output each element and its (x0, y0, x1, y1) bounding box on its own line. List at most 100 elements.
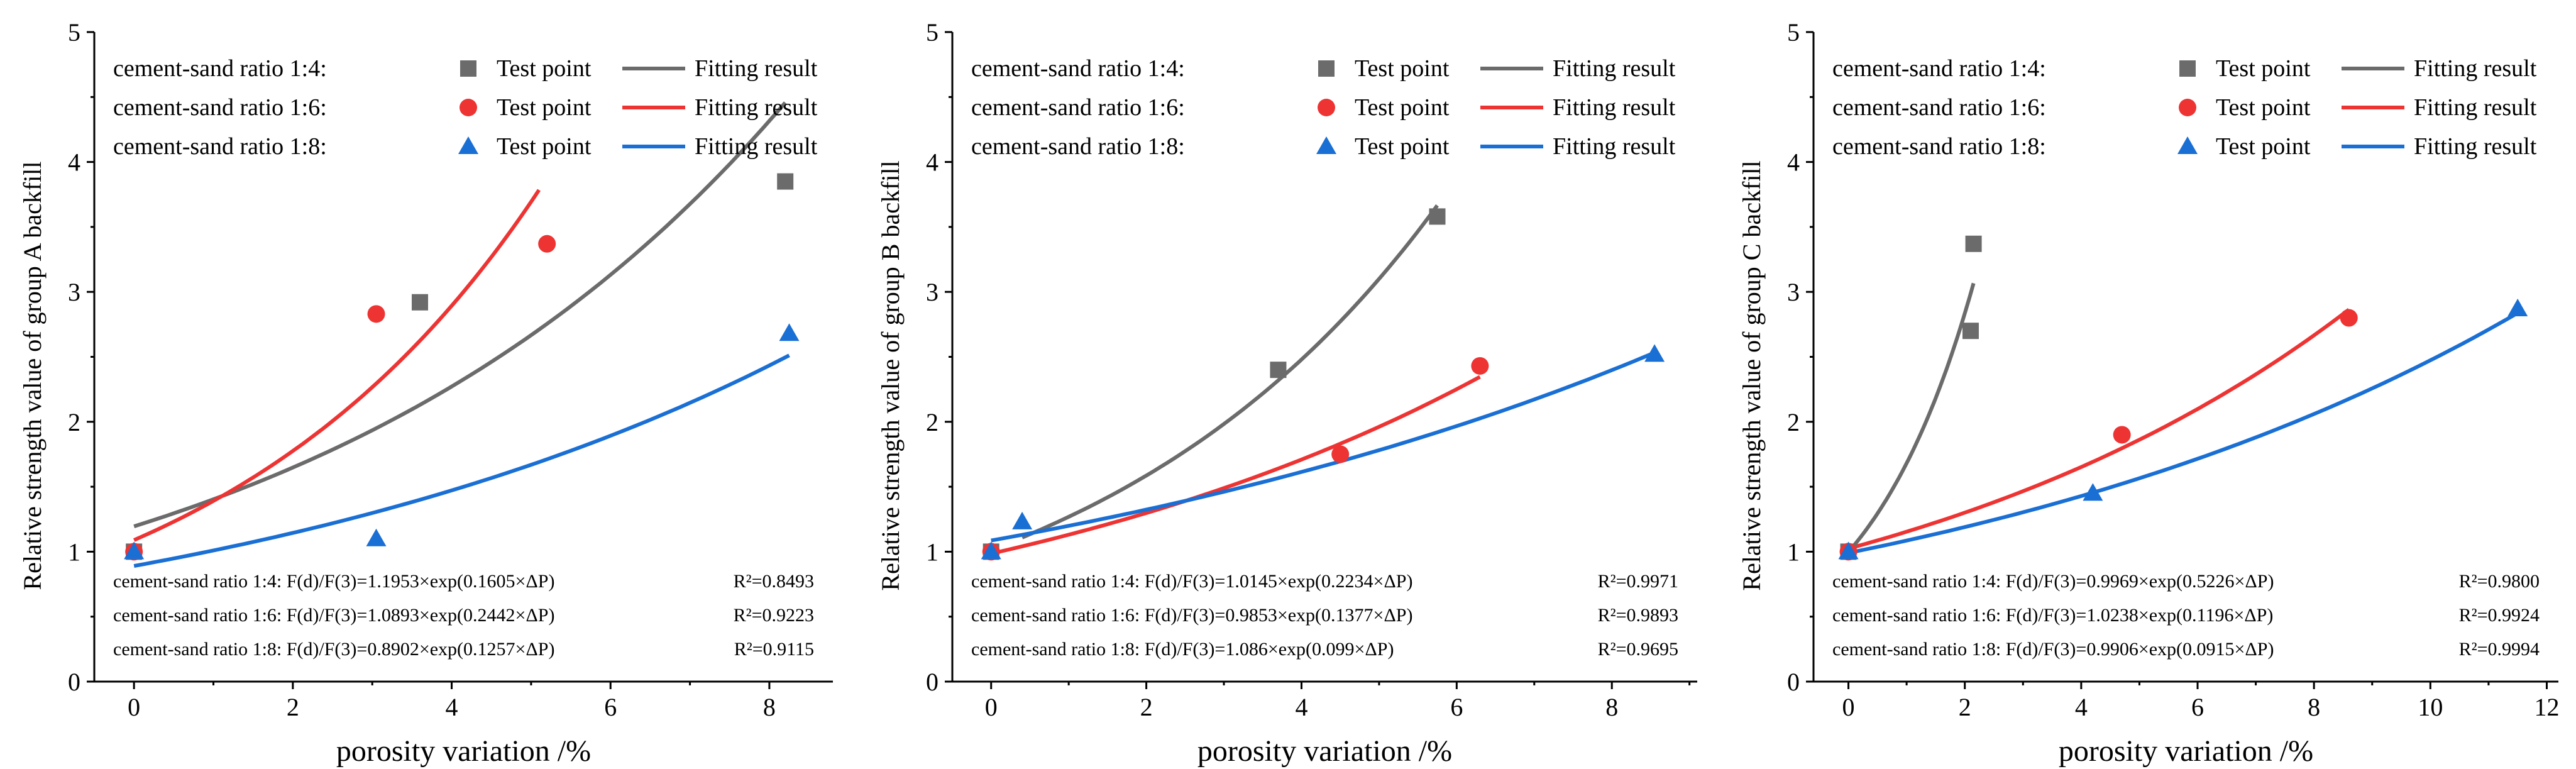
legend-point-label: Test point (2216, 133, 2311, 160)
data-point-1-4 (1965, 235, 1982, 252)
legend-marker (2179, 60, 2196, 77)
legend-label: cement-sand ratio 1:6: (971, 94, 1185, 121)
fit-r2: R²=0.9115 (734, 639, 814, 660)
legend-label: cement-sand ratio 1:8: (971, 133, 1185, 160)
y-tick-label: 2 (1787, 408, 1800, 436)
legend-fit-label: Fitting result (2414, 94, 2537, 121)
fit-equation: cement-sand ratio 1:8: F(d)/F(3)=0.8902×… (113, 639, 554, 660)
fit-equation: cement-sand ratio 1:4: F(d)/F(3)=1.1953×… (113, 571, 554, 592)
x-tick-label: 10 (2418, 693, 2443, 721)
fit-r2: R²=0.9994 (2459, 639, 2540, 660)
y-tick-label: 0 (926, 668, 938, 696)
x-tick-label: 4 (2075, 693, 2088, 721)
data-point-1-6 (1471, 357, 1489, 375)
x-tick-label: 4 (446, 693, 458, 721)
chart-panel-b: 0 1 2 3 4 5 0 2 4 6 8 porosity variation /% Relative… (876, 18, 1697, 768)
data-point-1-8 (124, 541, 145, 560)
legend-label: cement-sand ratio 1:4: (971, 55, 1185, 82)
x-tick-label: 12 (2534, 693, 2559, 721)
x-tick-label: 8 (763, 693, 776, 721)
y-tick-label: 1 (68, 538, 80, 566)
y-tick-label: 4 (68, 148, 80, 177)
legend-marker (1316, 136, 1336, 154)
data-point-1-4 (1270, 362, 1287, 379)
data-point-1-8 (366, 528, 387, 546)
legend-fit-label: Fitting result (2414, 55, 2537, 82)
fit-equation: cement-sand ratio 1:8: F(d)/F(3)=1.086×e… (971, 639, 1394, 660)
x-axis-label: porosity variation /% (1197, 734, 1452, 768)
legend-point-label: Test point (2216, 94, 2311, 121)
y-tick-label: 1 (1787, 538, 1800, 566)
data-point-1-6 (2113, 426, 2131, 444)
y-tick-label: 5 (926, 18, 938, 47)
legend-marker (2179, 99, 2196, 116)
fit-curve-1-8 (1847, 311, 2519, 555)
data-point-1-6 (1331, 445, 1350, 463)
legend-fit-label: Fitting result (695, 55, 818, 82)
fit-equation: cement-sand ratio 1:4: F(d)/F(3)=0.9969×… (1832, 571, 2274, 592)
legend-label: cement-sand ratio 1:6: (1832, 94, 2046, 121)
data-point-1-6 (367, 305, 385, 323)
fit-curve-1-4 (1847, 282, 1976, 553)
x-tick-label: 0 (1842, 693, 1855, 721)
fit-curve-1-6 (1847, 308, 2350, 551)
fit-equation: cement-sand ratio 1:8: F(d)/F(3)=0.9906×… (1832, 639, 2274, 660)
legend-fit-label: Fitting result (1553, 94, 1676, 121)
data-point-1-4 (1429, 208, 1446, 225)
x-tick-label: 8 (2308, 693, 2320, 721)
fit-r2: R²=0.9695 (1598, 639, 1678, 660)
data-point-1-8 (1644, 344, 1665, 362)
x-axis-label: porosity variation /% (2059, 734, 2313, 768)
chart-panel-a: 0 1 2 3 4 5 0 2 4 6 8 porosity variation /% Relative… (18, 18, 833, 768)
legend-point-label: Test point (497, 133, 592, 160)
y-tick-label: 3 (1787, 278, 1800, 306)
legend-marker (460, 99, 477, 116)
legend-point-label: Test point (497, 94, 592, 121)
fit-equation: cement-sand ratio 1:4: F(d)/F(3)=1.0145×… (971, 571, 1412, 592)
y-tick-label: 0 (1787, 668, 1800, 696)
data-point-1-4 (777, 173, 794, 190)
legend-marker (1318, 99, 1335, 116)
y-tick-label: 4 (926, 148, 938, 177)
y-tick-label: 3 (68, 278, 80, 306)
y-tick-label: 5 (68, 18, 80, 47)
legend-label: cement-sand ratio 1:4: (113, 55, 327, 82)
legend-marker (458, 136, 478, 154)
fit-curve-1-6 (991, 375, 1481, 556)
data-point-1-8 (1012, 511, 1033, 529)
legend-point-label: Test point (497, 55, 592, 82)
legend-label: cement-sand ratio 1:4: (1832, 55, 2046, 82)
y-tick-label: 0 (68, 668, 80, 696)
fit-r2: R²=0.8493 (734, 571, 814, 592)
y-tick-label: 1 (926, 538, 938, 566)
legend-label: cement-sand ratio 1:6: (113, 94, 327, 121)
legend-point-label: Test point (1355, 133, 1450, 160)
y-tick-label: 3 (926, 278, 938, 306)
x-tick-label: 2 (1140, 693, 1153, 721)
x-tick-label: 6 (2191, 693, 2204, 721)
legend-point-label: Test point (1355, 94, 1450, 121)
data-point-1-8 (1838, 541, 1859, 560)
x-tick-label: 6 (604, 693, 617, 721)
fit-curve-1-4 (133, 101, 787, 528)
data-point-1-6 (2340, 309, 2358, 327)
y-axis-label: Relative strength value of group A backf… (18, 161, 47, 590)
data-point-1-8 (779, 323, 800, 341)
fit-equation: cement-sand ratio 1:6: F(d)/F(3)=0.9853×… (971, 605, 1412, 626)
x-tick-label: 8 (1605, 693, 1618, 721)
legend-marker (460, 60, 476, 77)
y-axis-label: Relative strength value of group B backf… (876, 160, 905, 590)
fit-r2: R²=0.9800 (2459, 571, 2540, 592)
x-axis-label: porosity variation /% (336, 734, 591, 768)
legend-fit-label: Fitting result (1553, 55, 1676, 82)
legend-fit-label: Fitting result (695, 94, 818, 121)
x-tick-label: 4 (1295, 693, 1307, 721)
y-tick-label: 4 (1787, 148, 1800, 177)
fit-equation: cement-sand ratio 1:6: F(d)/F(3)=1.0238×… (1832, 605, 2273, 626)
legend-point-label: Test point (2216, 55, 2311, 82)
fit-r2: R²=0.9971 (1598, 571, 1678, 592)
fit-r2: R²=0.9893 (1598, 605, 1678, 626)
y-axis-label: Relative strength value of group C backf… (1737, 160, 1766, 590)
